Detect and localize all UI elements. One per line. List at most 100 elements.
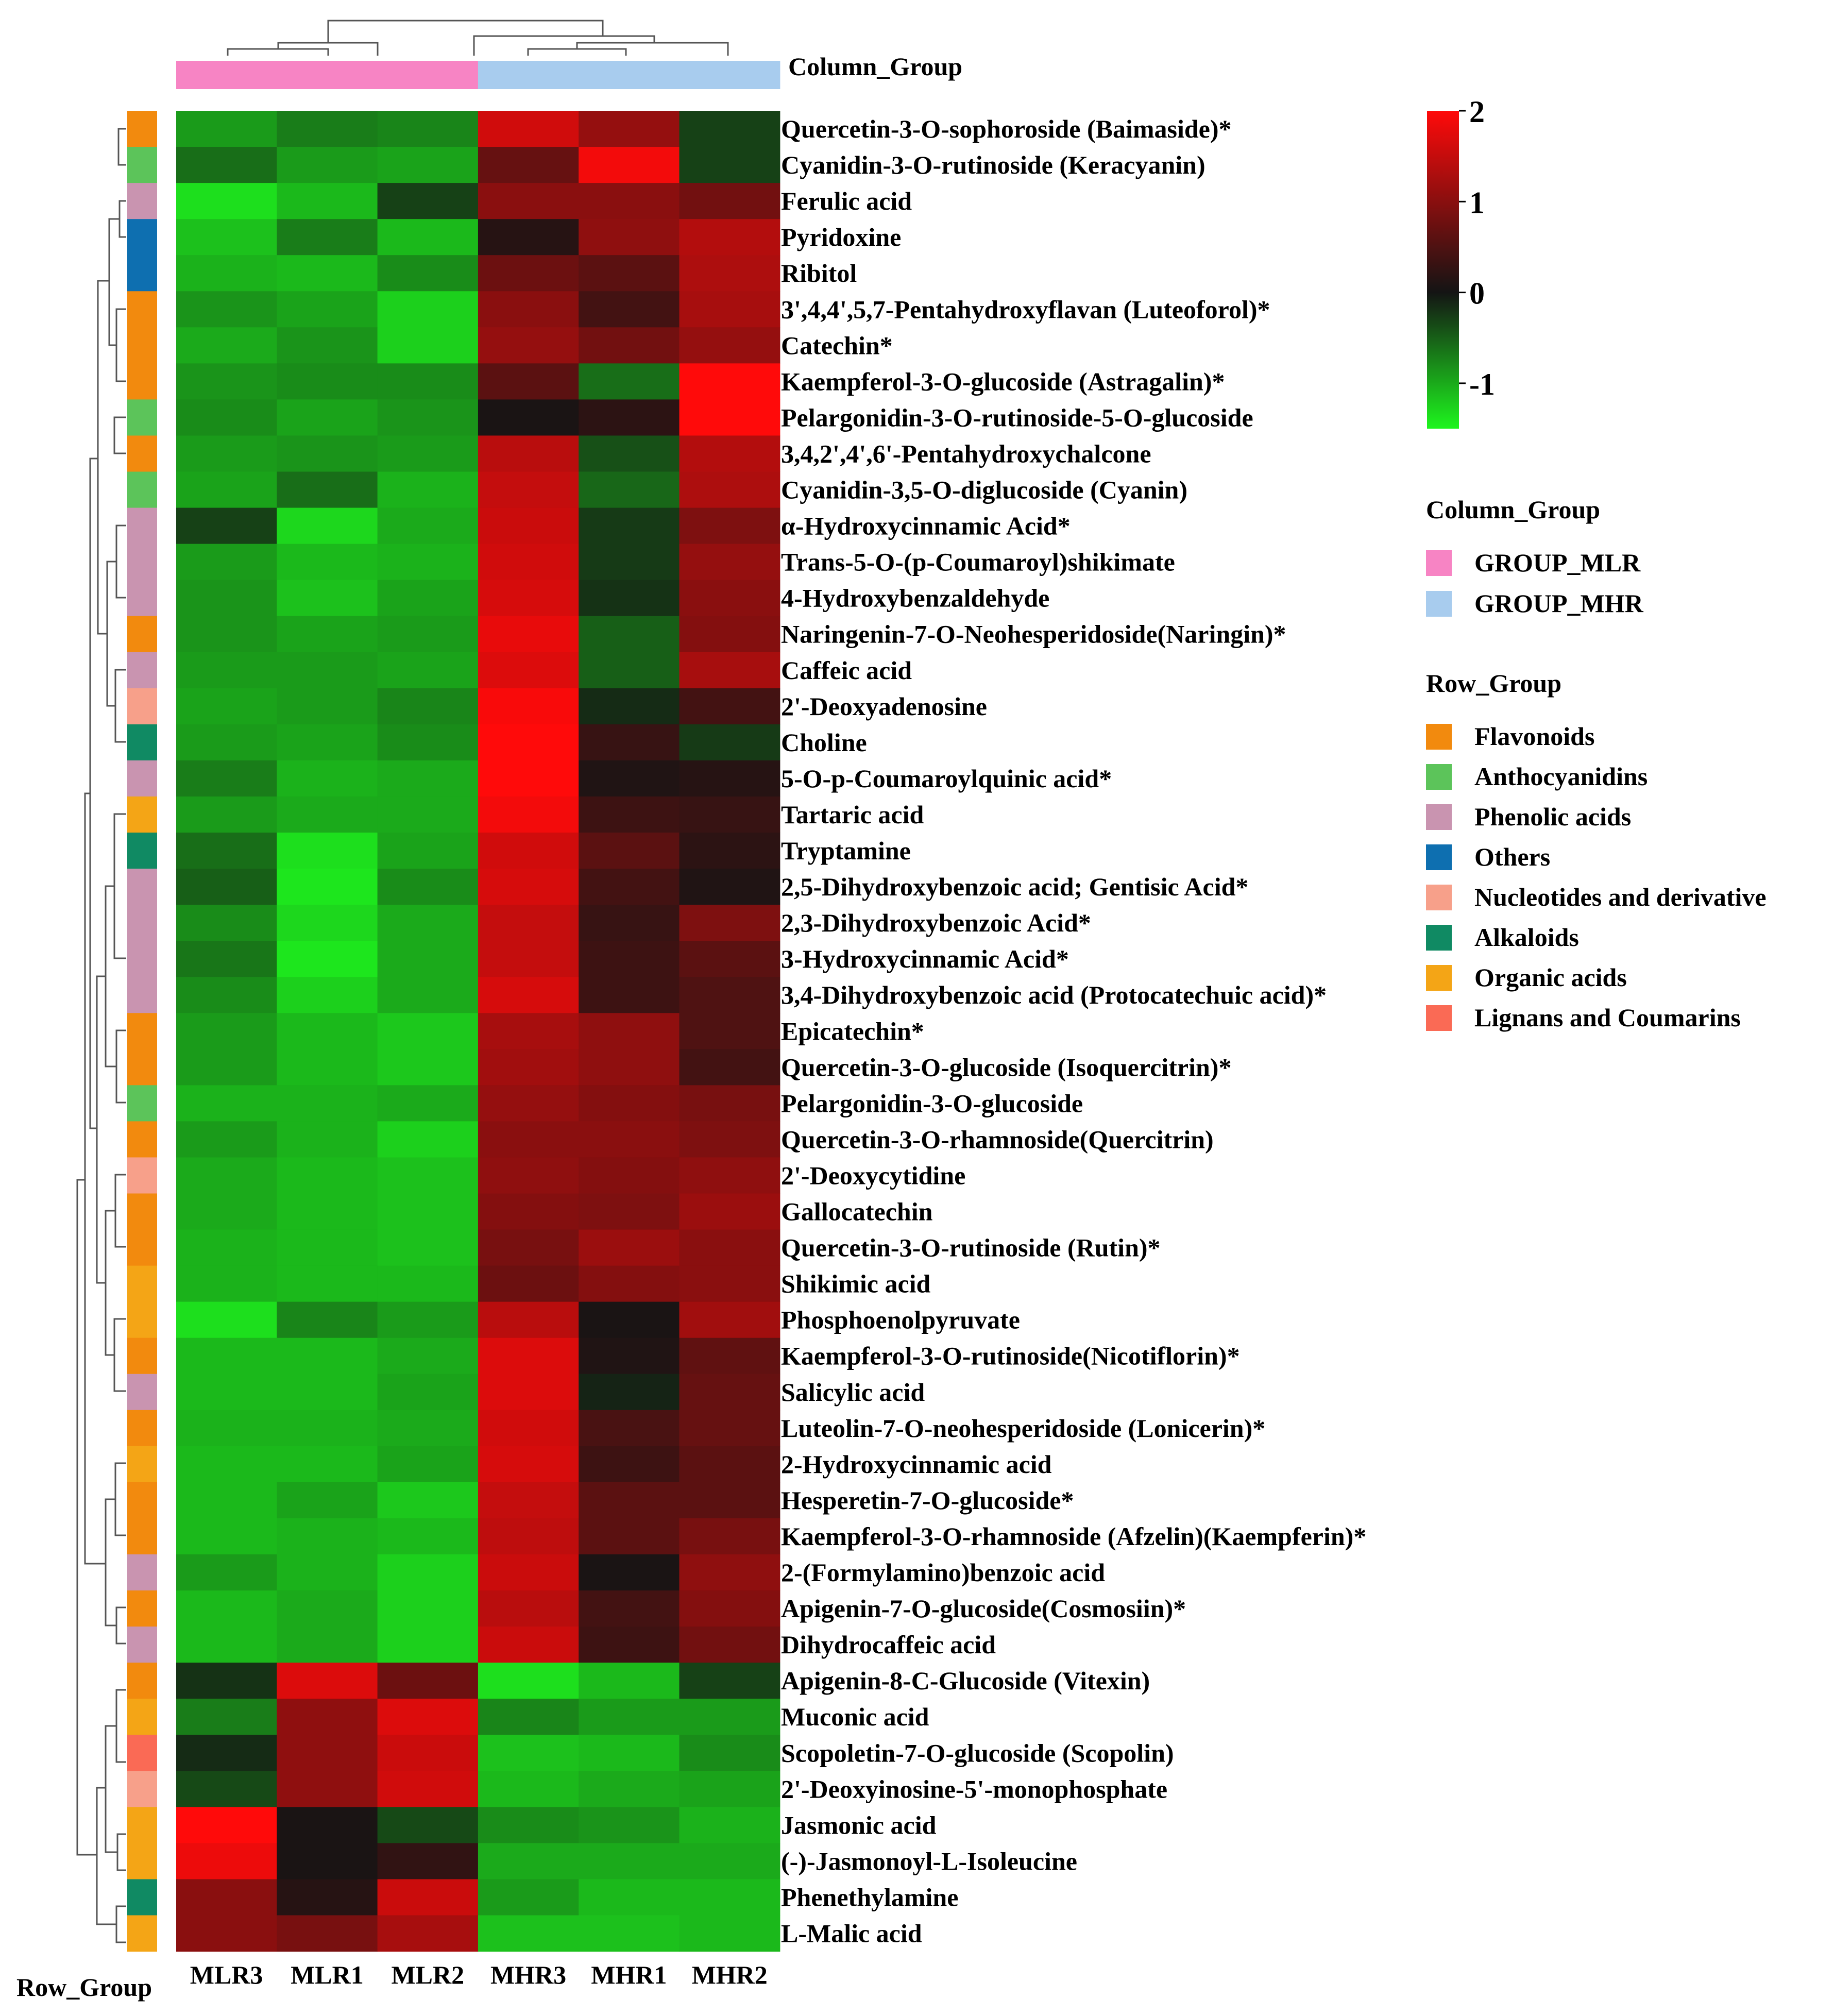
heatmap-cell: [377, 941, 479, 977]
heatmap-cell: [679, 1301, 780, 1339]
heatmap-cell: [679, 1049, 780, 1086]
heatmap-cell: [277, 977, 378, 1013]
row-group-cell: [127, 1735, 157, 1771]
row-dendrogram: [76, 128, 126, 1943]
heatmap-cell: [277, 869, 378, 905]
heatmap-cell: [679, 796, 780, 833]
heatmap-cell: [478, 1879, 579, 1916]
heatmap-cell: [478, 1699, 579, 1735]
legend-swatch: [1426, 1005, 1452, 1031]
heatmap-cell: [277, 435, 378, 472]
heatmap-cell: [478, 183, 579, 219]
heatmap-cell: [277, 1265, 378, 1302]
heatmap-cell: [176, 1013, 277, 1049]
heatmap-cell: [176, 291, 277, 328]
heatmap-cell: [176, 111, 277, 147]
heatmap-cell: [277, 1085, 378, 1122]
heatmap-cell: [579, 1229, 680, 1266]
heatmap-cell: [377, 435, 479, 472]
row-label: 3,4,2',4',6'-Pentahydroxychalcone: [781, 439, 1151, 468]
heatmap-cell: [579, 869, 680, 905]
heatmap-cell: [277, 291, 378, 328]
heatmap-cell: [176, 1843, 277, 1880]
heatmap-cell: [277, 1518, 378, 1555]
heatmap-cell: [377, 544, 479, 581]
legend-label: GROUP_MHR: [1474, 589, 1644, 618]
row-group-cell: [127, 1843, 157, 1880]
heatmap-cell: [277, 507, 378, 545]
legend-label: Phenolic acids: [1474, 802, 1631, 831]
heatmap-cell: [478, 796, 579, 833]
heatmap-cell: [579, 1554, 680, 1591]
heatmap-cell: [478, 219, 579, 256]
heatmap-cell: [176, 1915, 277, 1952]
row-group-cell: [127, 1265, 157, 1302]
heatmap-cell: [478, 435, 579, 472]
row-label: 5-O-p-Coumaroylquinic acid*: [781, 764, 1112, 793]
row-label: Gallocatechin: [781, 1197, 933, 1226]
heatmap-cell: [579, 111, 680, 147]
heatmap-cell: [679, 1843, 780, 1880]
heatmap-cell: [579, 1735, 680, 1771]
heatmap-cell: [377, 652, 479, 689]
heatmap-cell: [579, 1446, 680, 1483]
heatmap-cell: [579, 147, 680, 183]
heatmap-cell: [679, 147, 780, 183]
heatmap-cell: [478, 1157, 579, 1194]
heatmap-cell: [679, 471, 780, 509]
column-group-cell: [478, 61, 579, 89]
heatmap-cell: [679, 1446, 780, 1483]
heatmap-cell: [377, 183, 479, 219]
heatmap-cell: [579, 544, 680, 581]
heatmap-cell: [478, 507, 579, 545]
legend-label: Anthocyanidins: [1474, 762, 1648, 791]
heatmap-cell: [176, 471, 277, 509]
row-group-cell: [127, 1121, 157, 1158]
heatmap-cell: [277, 652, 378, 689]
heatmap-cell: [176, 1265, 277, 1302]
heatmap-cell: [277, 1735, 378, 1771]
heatmap-cell: [478, 147, 579, 183]
heatmap-cell: [277, 1446, 378, 1483]
row-label: Luteolin-7-O-neohesperidoside (Lonicerin…: [781, 1414, 1265, 1443]
row-group-cell: [127, 1410, 157, 1447]
row-label: Ferulic acid: [781, 187, 912, 215]
heatmap-cell: [579, 1518, 680, 1555]
row-group-cell: [127, 291, 157, 328]
heatmap-cell: [277, 471, 378, 509]
heatmap-cell: [176, 507, 277, 545]
heatmap-cell: [377, 471, 479, 509]
legend-label: Nucleotides and derivative: [1474, 883, 1767, 911]
legend-label: Flavonoids: [1474, 722, 1594, 751]
heatmap-cell: [377, 1915, 479, 1952]
heatmap-cell: [579, 255, 680, 292]
heatmap-cell: [377, 1085, 479, 1122]
heatmap-cell: [377, 833, 479, 869]
heatmap-cell: [679, 399, 780, 436]
heatmap-cell: [377, 1410, 479, 1447]
heatmap-cell: [176, 1446, 277, 1483]
heatmap-cell: [579, 1013, 680, 1049]
row-label: Kaempferol-3-O-glucoside (Astragalin)*: [781, 367, 1225, 396]
heatmap-cell: [679, 1518, 780, 1555]
heatmap-cell: [377, 1374, 479, 1411]
heatmap-cell: [277, 1879, 378, 1916]
heatmap-cell: [579, 1301, 680, 1339]
heatmap-cell: [176, 724, 277, 761]
heatmap-cell: [579, 1663, 680, 1699]
row-group-cell: [127, 1085, 157, 1122]
row-group-cell: [127, 1554, 157, 1591]
heatmap-cell: [377, 507, 479, 545]
column-label: MLR3: [190, 1960, 263, 1989]
row-label: 2'-Deoxycytidine: [781, 1161, 965, 1190]
heatmap-cell: [377, 1446, 479, 1483]
legend-swatch: [1426, 925, 1452, 951]
row-group-cell: [127, 1157, 157, 1194]
row-group-cell: [127, 1446, 157, 1483]
heatmap-cell: [679, 1229, 780, 1266]
heatmap-cell: [579, 1699, 680, 1735]
heatmap-cell: [579, 941, 680, 977]
heatmap-cell: [277, 724, 378, 761]
row-group-cell: [127, 833, 157, 869]
heatmap-cell: [679, 905, 780, 941]
